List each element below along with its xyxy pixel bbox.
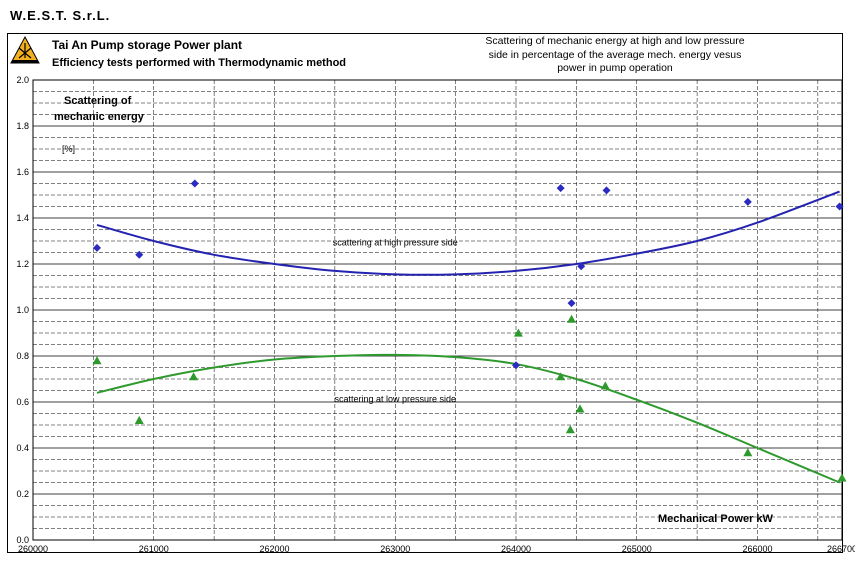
series-label-2: scattering at low pressure side [334,394,456,404]
chart-title-line-3: power in pump operation [557,62,673,74]
chart-title: Scattering of mechanic energy at high an… [445,35,785,76]
triangle-marker [134,415,144,424]
x-tick-label: 264000 [501,544,531,554]
diamond-marker [567,299,576,308]
data-points [92,179,847,482]
y-tick-label: 1.2 [16,259,29,269]
y-tick-label: 0.6 [16,397,29,407]
diamond-marker [743,197,752,206]
company-name: W.E.S.T. S.r.L. [10,8,111,23]
test-subtitle: Efficiency tests performed with Thermody… [52,57,347,69]
trend-line-series-1 [96,190,840,276]
diamond-marker [135,250,144,259]
triangle-marker [567,314,577,323]
y-tick-label: 0.8 [16,351,29,361]
y-axis-unit: [%] [62,144,75,154]
chart-axes [32,79,843,541]
y-tick-label: 0.4 [16,443,29,453]
x-tick-label: 266700 [827,544,855,554]
y-axis-label-line-2: mechanic energy [54,111,145,123]
x-tick-label: 265000 [622,544,652,554]
triangle-marker [575,404,585,413]
trend-lines [96,190,840,484]
y-tick-label: 1.0 [16,305,29,315]
series-label-1: scattering at high pressure side [333,238,458,248]
diamond-marker [602,186,611,195]
y-tick-label: 1.4 [16,213,29,223]
triangle-marker [556,372,566,381]
diamond-marker [190,179,199,188]
triangle-sun-logo-icon [8,34,42,68]
x-tick-label: 262000 [259,544,289,554]
triangle-marker [743,448,753,457]
tick-labels: 0.0 0.2 0.4 0.6 0.8 1.0 1.2 1.4 1.6 1.8 2.0 260000 2… [16,75,855,554]
plant-title: Tai An Pump storage Power plant [52,38,243,52]
diamond-marker [556,184,565,193]
triangle-marker [189,372,199,381]
chart-title-line-2: side in percentage of the average mech. … [488,48,742,61]
triangle-marker [513,328,523,337]
y-axis-label-line-1: Scattering of [64,95,132,107]
triangle-marker [565,425,575,434]
x-tick-label: 263000 [380,544,410,554]
x-tick-label: 266000 [742,544,772,554]
y-tick-label: 0.2 [16,489,29,499]
triangle-marker [837,473,847,482]
y-tick-label: 1.8 [16,121,29,131]
plot-area-border [32,79,843,541]
triangle-marker [92,356,102,365]
y-tick-label: 2.0 [16,75,29,85]
diamond-marker [835,202,844,211]
triangle-marker [600,381,610,390]
diamond-marker [511,361,520,370]
chart-labels: Scattering of mechanic energy [%] Mechan… [54,95,774,525]
y-tick-label: 0.0 [16,535,29,545]
diamond-marker [577,262,586,271]
chart-title-line-1: Scattering of mechanic energy at high an… [485,35,745,47]
x-tick-label: 260000 [18,544,48,554]
trend-line-series-2 [96,353,840,484]
chart-grid [33,79,842,541]
diamond-marker [92,243,101,252]
x-axis-label: Mechanical Power kW [658,513,774,525]
y-tick-label: 1.6 [16,167,29,177]
x-tick-label: 261000 [139,544,169,554]
